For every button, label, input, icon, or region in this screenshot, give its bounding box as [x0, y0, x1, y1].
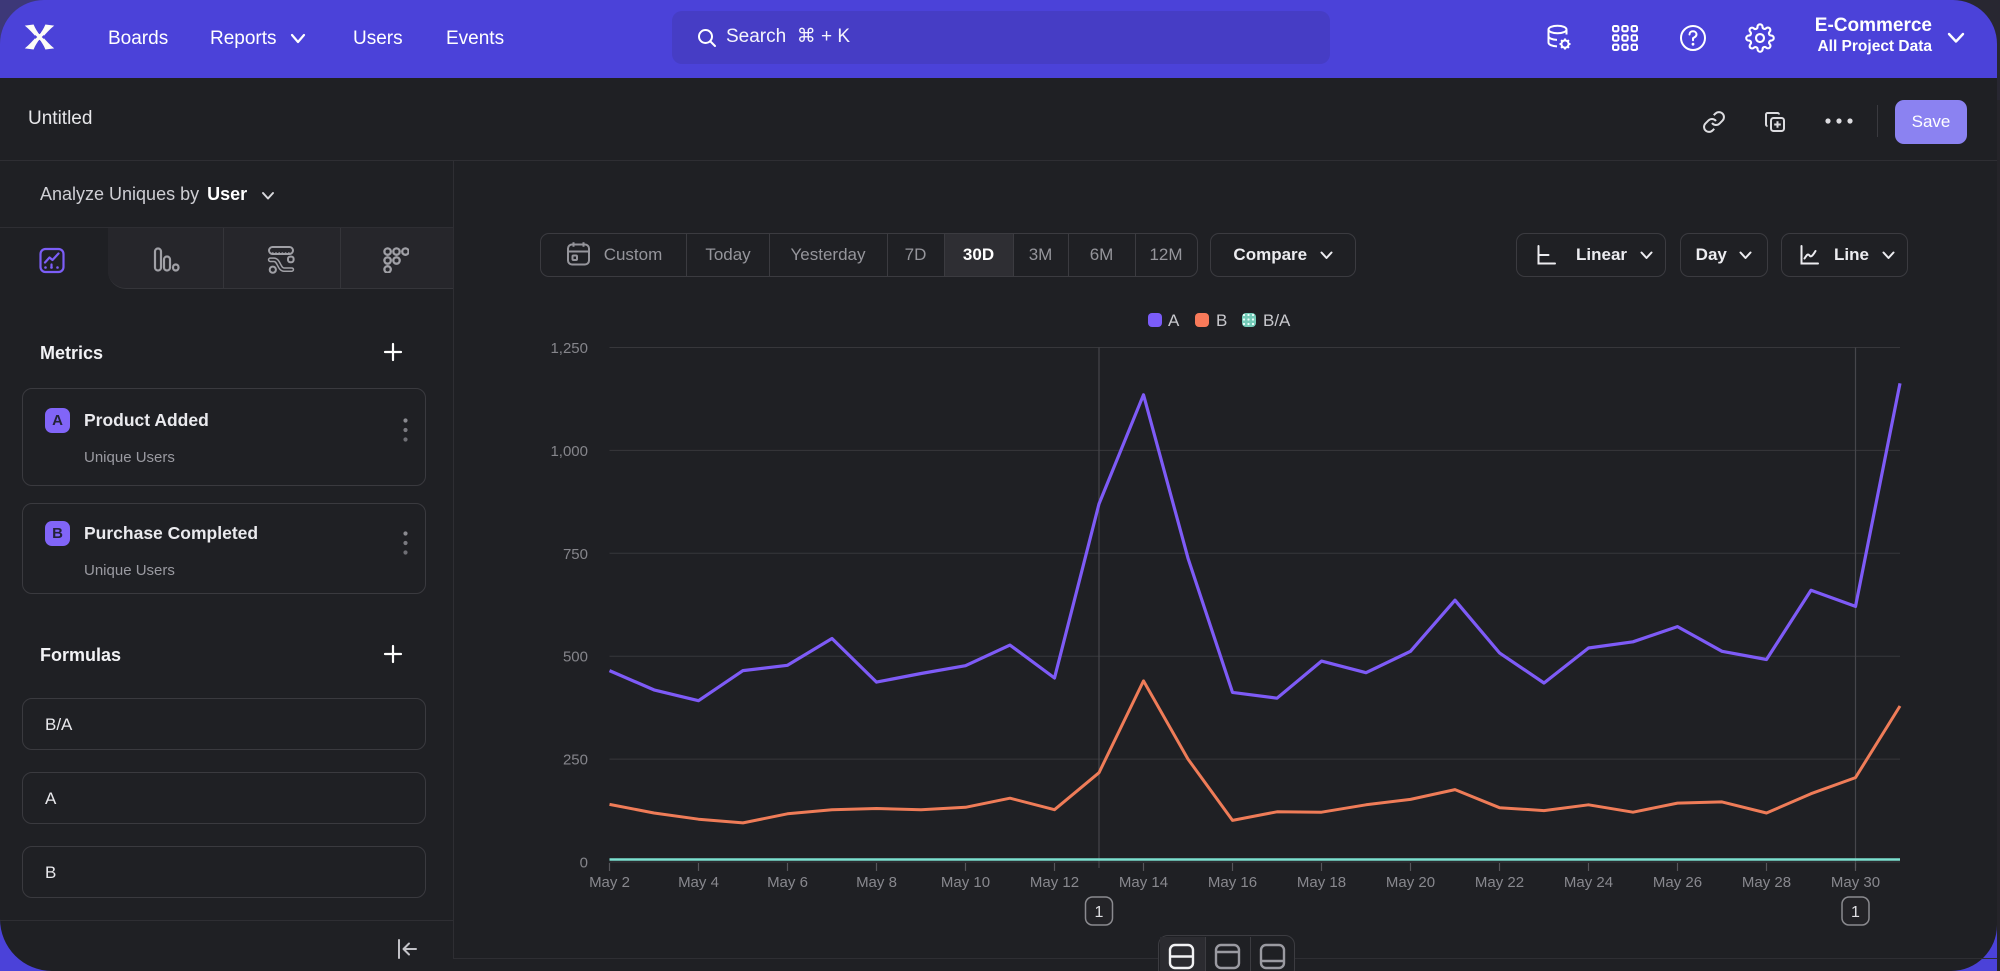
- svg-text:May 14: May 14: [1119, 874, 1168, 891]
- svg-text:May 4: May 4: [678, 874, 719, 891]
- svg-text:May 8: May 8: [856, 874, 897, 891]
- svg-text:May 18: May 18: [1297, 874, 1346, 891]
- svg-text:500: 500: [563, 649, 588, 666]
- svg-text:1,000: 1,000: [550, 443, 588, 460]
- svg-text:1: 1: [1851, 904, 1860, 921]
- svg-text:May 10: May 10: [941, 874, 990, 891]
- svg-text:250: 250: [563, 752, 588, 769]
- svg-text:1: 1: [1095, 904, 1104, 921]
- svg-text:0: 0: [580, 855, 588, 872]
- svg-text:1,250: 1,250: [550, 340, 588, 357]
- svg-text:May 30: May 30: [1831, 874, 1880, 891]
- svg-text:750: 750: [563, 546, 588, 563]
- svg-text:May 22: May 22: [1475, 874, 1524, 891]
- svg-text:May 28: May 28: [1742, 874, 1791, 891]
- svg-text:May 20: May 20: [1386, 874, 1435, 891]
- svg-text:May 26: May 26: [1653, 874, 1702, 891]
- svg-text:May 12: May 12: [1030, 874, 1079, 891]
- svg-text:May 24: May 24: [1564, 874, 1613, 891]
- svg-text:May 6: May 6: [767, 874, 808, 891]
- svg-text:May 2: May 2: [589, 874, 630, 891]
- svg-text:May 16: May 16: [1208, 874, 1257, 891]
